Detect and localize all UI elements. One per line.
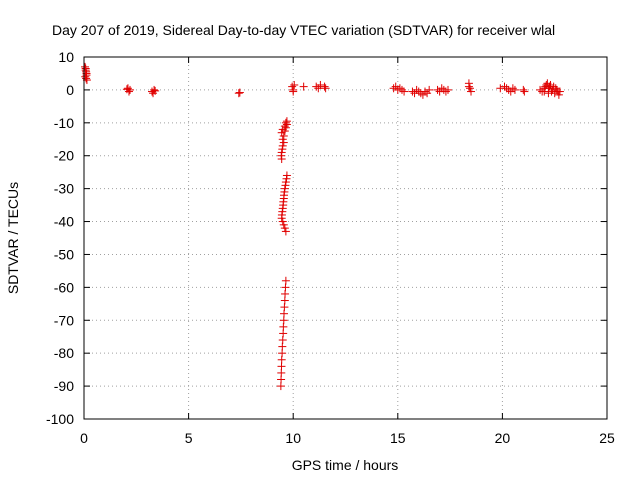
data-point [465,84,474,93]
y-tick-label: -80 [54,345,74,361]
data-point [400,87,409,96]
data-point [423,89,432,98]
data-point [314,84,323,93]
y-tick-label: -60 [54,279,74,295]
data-point [81,62,90,71]
x-tick-label: 0 [80,430,88,446]
data-point [150,85,159,94]
data-point [123,84,132,93]
data-point [277,214,286,223]
data-point [151,86,160,95]
data-point [418,90,427,99]
data-point [279,138,288,147]
data-point [441,87,450,96]
ticks-layer [83,56,608,420]
data-point [276,382,285,391]
y-tick-label: -20 [54,148,74,164]
plot-frame [83,56,608,420]
data-points-layer [81,62,564,391]
data-point [544,89,553,98]
data-point [508,84,517,93]
data-point [519,85,528,94]
data-point [278,217,287,226]
data-point [551,84,560,93]
y-tick-label: -10 [54,115,74,131]
data-point [81,64,90,73]
data-point [510,85,519,94]
tick-labels-layer: 0 5 10 15 20 25 10 0 -10 -20 -30 -40 -50 -60 -70 -80 -90… [46,49,615,446]
data-point [299,82,308,91]
data-point [282,120,291,129]
data-point [540,87,549,96]
data-point [412,85,421,94]
data-point [234,89,243,98]
data-point [288,82,297,91]
data-point [282,174,291,183]
chart-title: Day 207 of 2019, Sidereal Day-to-day VTE… [52,22,555,38]
data-point [278,145,287,154]
data-point [554,90,563,99]
data-point [279,220,288,229]
data-point [555,87,564,96]
data-point [420,87,429,96]
data-point [81,72,90,81]
y-tick-label: 0 [66,82,74,98]
data-point [500,82,509,91]
data-point [391,82,400,91]
y-tick-label: 10 [58,49,74,65]
x-tick-label: 5 [185,430,193,446]
data-point [320,82,329,91]
y-tick-label: -70 [54,312,74,328]
data-point [395,84,404,93]
y-tick-label: -50 [54,246,74,262]
x-tick-label: 25 [599,430,615,446]
x-tick-label: 10 [285,430,301,446]
data-point [397,85,406,94]
data-point [437,84,446,93]
data-point [520,87,529,96]
data-point [312,82,321,91]
data-point [536,85,545,94]
data-point [425,85,434,94]
x-tick-label: 15 [390,430,406,446]
data-point [290,80,299,89]
data-point [506,87,515,96]
grid-layer [84,57,607,419]
y-tick-label: -40 [54,214,74,230]
y-axis-title: SDTVAR / TECUs [5,182,21,294]
data-point [122,85,131,94]
data-point [464,82,473,91]
y-tick-label: -30 [54,181,74,197]
x-tick-label: 20 [495,430,511,446]
x-axis-title: GPS time / hours [292,457,399,473]
y-tick-label: -90 [54,378,74,394]
data-point [444,85,453,94]
data-point [277,155,286,164]
data-point [321,84,330,93]
y-tick-label: -100 [46,411,74,427]
data-point [281,227,290,236]
data-point [280,224,289,233]
data-point [235,88,244,97]
data-point [281,181,290,190]
data-point [281,123,290,132]
data-point [467,87,476,96]
data-point [289,87,298,96]
data-point [316,80,325,89]
data-point [280,127,289,136]
